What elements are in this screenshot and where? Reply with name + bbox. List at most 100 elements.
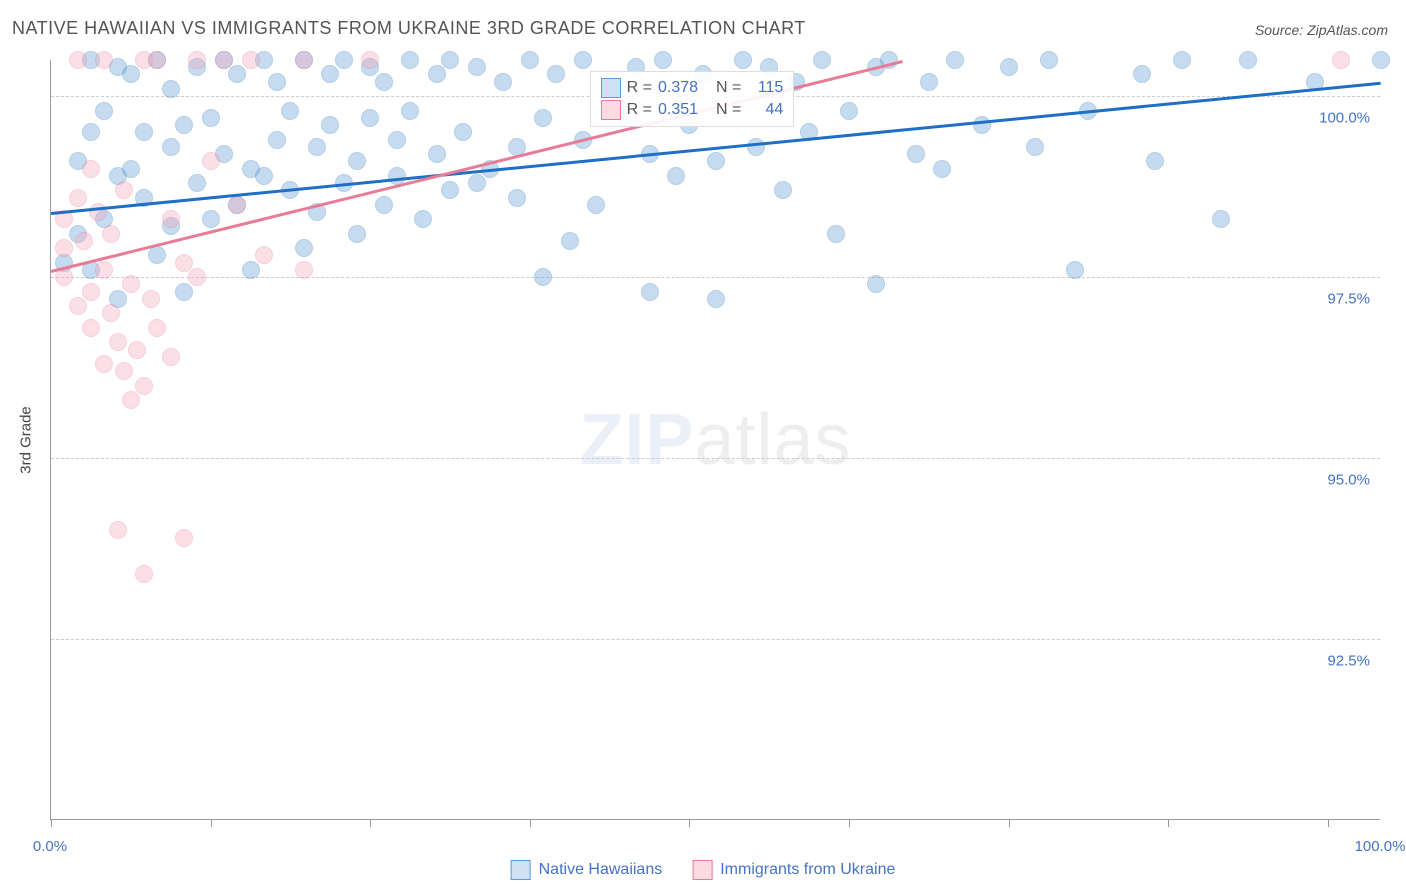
data-point <box>375 196 393 214</box>
data-point <box>228 65 246 83</box>
data-point <box>95 355 113 373</box>
data-point <box>335 51 353 69</box>
data-point <box>494 73 512 91</box>
legend-swatch <box>511 860 531 880</box>
data-point <box>441 51 459 69</box>
data-point <box>242 261 260 279</box>
data-point <box>1212 210 1230 228</box>
watermark-atlas: atlas <box>694 400 851 480</box>
data-point <box>946 51 964 69</box>
data-point <box>348 152 366 170</box>
y-tick-label: 92.5% <box>1327 653 1370 670</box>
data-point <box>128 341 146 359</box>
bottom-legend: Native HawaiiansImmigrants from Ukraine <box>511 860 896 880</box>
data-point <box>774 181 792 199</box>
data-point <box>361 109 379 127</box>
data-point <box>534 268 552 286</box>
x-tick <box>211 819 212 827</box>
legend-item: Native Hawaiians <box>511 860 663 880</box>
data-point <box>574 51 592 69</box>
data-point <box>89 203 107 221</box>
data-point <box>148 246 166 264</box>
data-point <box>95 51 113 69</box>
data-point <box>734 51 752 69</box>
data-point <box>75 232 93 250</box>
data-point <box>69 189 87 207</box>
data-point <box>202 109 220 127</box>
data-point <box>242 51 260 69</box>
x-tick <box>51 819 52 827</box>
data-point <box>534 109 552 127</box>
data-point <box>401 102 419 120</box>
data-point <box>82 319 100 337</box>
y-axis-label: 3rd Grade <box>18 406 35 474</box>
data-point <box>95 261 113 279</box>
data-point <box>115 181 133 199</box>
legend-swatch <box>601 100 621 120</box>
data-point <box>428 145 446 163</box>
plot-area: ZIPatlas 92.5%95.0%97.5%100.0%R =0.378N … <box>50 60 1380 820</box>
data-point <box>933 160 951 178</box>
x-tick-label: 100.0% <box>1355 838 1406 855</box>
r-value: 0.378 <box>658 79 710 97</box>
data-point <box>308 138 326 156</box>
data-point <box>82 283 100 301</box>
data-point <box>82 160 100 178</box>
data-point <box>707 152 725 170</box>
data-point <box>321 65 339 83</box>
data-point <box>122 391 140 409</box>
data-point <box>441 181 459 199</box>
legend-swatch <box>601 78 621 98</box>
y-tick-label: 97.5% <box>1327 291 1370 308</box>
data-point <box>255 246 273 264</box>
r-label: R = <box>627 79 652 97</box>
data-point <box>295 239 313 257</box>
data-point <box>401 51 419 69</box>
data-point <box>142 290 160 308</box>
source-label: Source: ZipAtlas.com <box>1255 22 1388 38</box>
data-point <box>667 167 685 185</box>
data-point <box>188 268 206 286</box>
data-point <box>388 131 406 149</box>
data-point <box>707 290 725 308</box>
x-tick <box>849 819 850 827</box>
data-point <box>508 189 526 207</box>
data-point <box>188 174 206 192</box>
data-point <box>1026 138 1044 156</box>
x-tick <box>370 819 371 827</box>
data-point <box>95 102 113 120</box>
data-point <box>188 51 206 69</box>
data-point <box>162 348 180 366</box>
n-label: N = <box>716 79 741 97</box>
data-point <box>361 51 379 69</box>
data-point <box>148 319 166 337</box>
data-point <box>82 123 100 141</box>
gridline-h <box>51 639 1380 640</box>
data-point <box>747 138 765 156</box>
r-value: 0.351 <box>658 101 710 119</box>
data-point <box>162 138 180 156</box>
data-point <box>175 254 193 272</box>
data-point <box>122 160 140 178</box>
data-point <box>281 102 299 120</box>
data-point <box>1040 51 1058 69</box>
data-point <box>268 131 286 149</box>
data-point <box>255 167 273 185</box>
n-label: N = <box>716 101 741 119</box>
data-point <box>122 275 140 293</box>
data-point <box>69 51 87 69</box>
x-tick-label: 0.0% <box>33 838 67 855</box>
data-point <box>228 196 246 214</box>
data-point <box>428 65 446 83</box>
data-point <box>175 529 193 547</box>
data-point <box>920 73 938 91</box>
data-point <box>813 51 831 69</box>
data-point <box>202 210 220 228</box>
stats-row: R =0.378N =115 <box>601 78 784 98</box>
data-point <box>122 65 140 83</box>
stats-row: R =0.351N =44 <box>601 100 784 120</box>
data-point <box>1173 51 1191 69</box>
data-point <box>55 268 73 286</box>
data-point <box>840 102 858 120</box>
data-point <box>162 80 180 98</box>
